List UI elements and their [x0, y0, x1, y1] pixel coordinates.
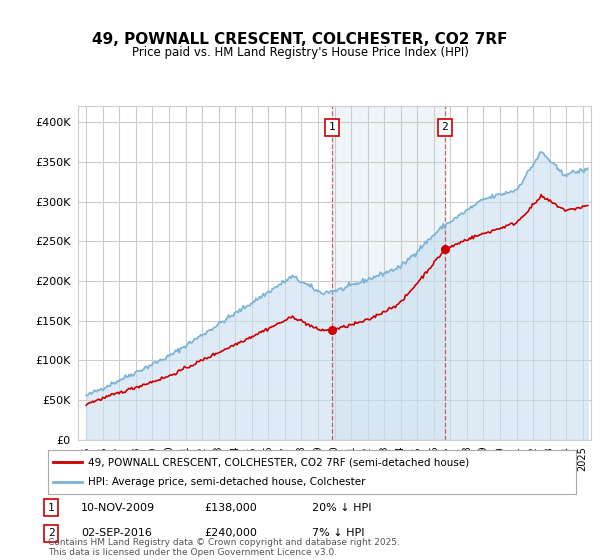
Bar — [332, 106, 445, 440]
Text: 2: 2 — [47, 528, 55, 538]
Text: 1: 1 — [47, 503, 55, 513]
Text: 10-NOV-2009: 10-NOV-2009 — [81, 503, 155, 513]
Text: 49, POWNALL CRESCENT, COLCHESTER, CO2 7RF: 49, POWNALL CRESCENT, COLCHESTER, CO2 7R… — [92, 32, 508, 46]
Text: 1: 1 — [329, 122, 335, 132]
Text: HPI: Average price, semi-detached house, Colchester: HPI: Average price, semi-detached house,… — [88, 477, 365, 487]
Text: £138,000: £138,000 — [204, 503, 257, 513]
Text: 02-SEP-2016: 02-SEP-2016 — [81, 528, 152, 538]
Text: 7% ↓ HPI: 7% ↓ HPI — [312, 528, 365, 538]
Text: Contains HM Land Registry data © Crown copyright and database right 2025.
This d: Contains HM Land Registry data © Crown c… — [48, 538, 400, 557]
Text: 49, POWNALL CRESCENT, COLCHESTER, CO2 7RF (semi-detached house): 49, POWNALL CRESCENT, COLCHESTER, CO2 7R… — [88, 458, 469, 468]
Text: 20% ↓ HPI: 20% ↓ HPI — [312, 503, 371, 513]
Text: £240,000: £240,000 — [204, 528, 257, 538]
Text: Price paid vs. HM Land Registry's House Price Index (HPI): Price paid vs. HM Land Registry's House … — [131, 45, 469, 59]
Text: 2: 2 — [442, 122, 448, 132]
